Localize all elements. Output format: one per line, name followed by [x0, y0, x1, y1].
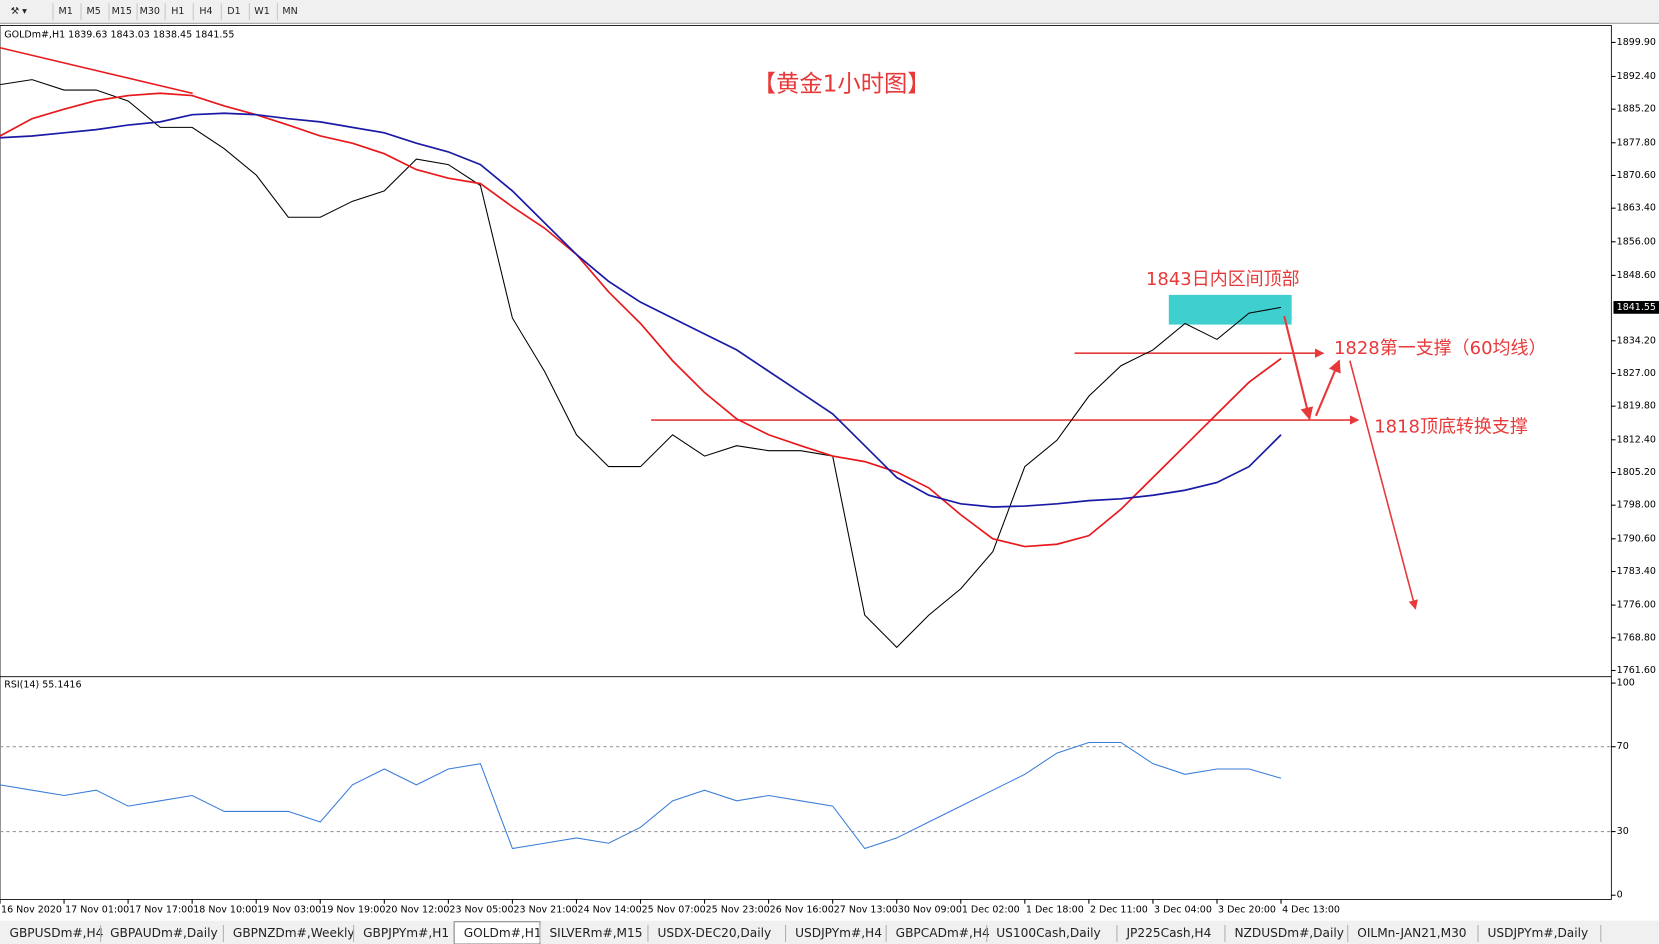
- annotation: 1828第一支撑（60均线）: [1334, 338, 1547, 359]
- period-button[interactable]: MN: [282, 6, 297, 17]
- chart-title: 【黄金1小时图】: [753, 70, 931, 97]
- period-button[interactable]: M1: [59, 6, 73, 17]
- tab[interactable]: SILVERm#,M15: [549, 926, 642, 940]
- y-tick-label: 1798.00: [1617, 500, 1656, 511]
- x-tick-label: 4 Dec 13:00: [1282, 905, 1340, 916]
- x-tick-label: 27 Nov 13:00: [834, 905, 898, 916]
- y-tick-label: 1776.00: [1617, 600, 1656, 611]
- period-button[interactable]: M30: [140, 6, 160, 17]
- x-tick-label: 23 Nov 05:00: [449, 905, 513, 916]
- chart-frame: [0, 25, 1612, 900]
- tab[interactable]: GBPUSDm#,H4: [10, 926, 104, 940]
- period-button[interactable]: M5: [87, 6, 101, 17]
- y-tick-label: 1761.60: [1617, 665, 1656, 676]
- y-tick-label: 1819.80: [1617, 401, 1656, 412]
- x-tick-label: 24 Nov 14:00: [578, 905, 642, 916]
- x-tick-label: 17 Nov 17:00: [129, 905, 193, 916]
- period-button[interactable]: M15: [112, 6, 132, 17]
- price-line: [0, 79, 1282, 649]
- rsi-tick-label: 0: [1617, 890, 1623, 901]
- y-tick-label: 1834.20: [1617, 335, 1656, 346]
- y-tick-label: 1768.80: [1617, 632, 1656, 643]
- x-tick-label: 23 Nov 21:00: [513, 905, 577, 916]
- y-tick-label: 1877.80: [1617, 137, 1656, 148]
- drawings: [0, 46, 1418, 610]
- y-tick-label: 1899.90: [1617, 37, 1656, 48]
- x-tick-label: 19 Nov 19:00: [321, 905, 385, 916]
- tab[interactable]: USDX-DEC20,Daily: [657, 926, 771, 940]
- period-button[interactable]: H4: [199, 6, 212, 17]
- tab[interactable]: OILMn-JAN21,M30: [1357, 926, 1466, 940]
- x-tick-label: 16 Nov 2020: [1, 905, 62, 916]
- rsi-line: [0, 741, 1282, 850]
- period-button[interactable]: W1: [254, 6, 269, 17]
- period-button[interactable]: D1: [227, 6, 240, 17]
- tab[interactable]: GBPCADm#,H4: [896, 926, 990, 940]
- x-tick-label: 25 Nov 23:00: [706, 905, 770, 916]
- y-tick-label: 1885.20: [1617, 104, 1656, 115]
- x-tick-label: 20 Nov 12:00: [385, 905, 449, 916]
- annotation: 1843日内区间顶部: [1146, 269, 1300, 290]
- x-tick-label: 17 Nov 01:00: [65, 905, 129, 916]
- current-price-label: 1841.55: [1617, 302, 1656, 313]
- tab[interactable]: GBPAUDm#,Daily: [110, 926, 218, 940]
- tab[interactable]: NZDUSDm#,Daily: [1234, 926, 1343, 940]
- tab[interactable]: JP225Cash,H4: [1125, 926, 1211, 940]
- period-button[interactable]: H1: [171, 6, 184, 17]
- rsi-tick-label: 100: [1617, 678, 1635, 689]
- annotation: 1818顶底转换支撑: [1374, 416, 1528, 437]
- rsi-label: RSI(14) 55.1416: [4, 680, 81, 691]
- x-tick-label: 2 Dec 11:00: [1090, 905, 1148, 916]
- y-tick-label: 1848.60: [1617, 270, 1656, 281]
- price-line: [0, 112, 1282, 508]
- x-tick-label: 1 Dec 02:00: [962, 905, 1020, 916]
- tab[interactable]: GOLDm#,H1: [464, 926, 542, 940]
- x-tick-label: 26 Nov 16:00: [770, 905, 834, 916]
- tab[interactable]: USDJPYm#,Daily: [1487, 926, 1588, 940]
- tab[interactable]: US100Cash,Daily: [996, 926, 1100, 940]
- x-tick-label: 30 Nov 09:00: [898, 905, 962, 916]
- y-tick-label: 1783.40: [1617, 566, 1656, 577]
- x-tick-label: 25 Nov 07:00: [642, 905, 706, 916]
- y-tick-label: 1812.40: [1617, 434, 1656, 445]
- toolbar: [0, 0, 1659, 24]
- y-tick-label: 1827.00: [1617, 368, 1656, 379]
- tab[interactable]: GBPNZDm#,Weekly: [233, 926, 355, 940]
- y-tick-label: 1892.40: [1617, 71, 1656, 82]
- y-tick-label: 1790.60: [1617, 533, 1656, 544]
- rsi-tick-label: 70: [1617, 741, 1629, 752]
- x-tick-label: 19 Nov 03:00: [257, 905, 321, 916]
- y-tick-label: 1805.20: [1617, 467, 1656, 478]
- rsi-tick-label: 30: [1617, 826, 1629, 837]
- y-tick-label: 1870.60: [1617, 170, 1656, 181]
- current-price-box: [1613, 301, 1659, 314]
- price-line: [0, 92, 1282, 548]
- tab-bar: [0, 920, 1659, 944]
- x-tick-label: 3 Dec 04:00: [1154, 905, 1212, 916]
- x-tick-label: 1 Dec 18:00: [1026, 905, 1084, 916]
- tab[interactable]: GBPJPYm#,H1: [363, 926, 449, 940]
- tab[interactable]: USDJPYm#,H4: [795, 926, 882, 940]
- chart-header: GOLDm#,H1 1839.63 1843.03 1838.45 1841.5…: [4, 29, 234, 40]
- x-tick-label: 3 Dec 20:00: [1218, 905, 1276, 916]
- tool-icon: ⚒ ▾: [11, 6, 28, 17]
- x-tick-label: 18 Nov 10:00: [193, 905, 257, 916]
- y-tick-label: 1863.40: [1617, 203, 1656, 214]
- y-tick-label: 1856.00: [1617, 236, 1656, 247]
